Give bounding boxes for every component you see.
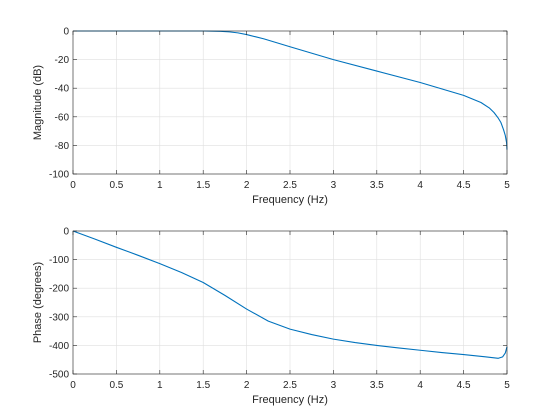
magnitude-xlabel: Frequency (Hz) — [252, 194, 328, 206]
magnitude-ytick-label: -100 — [49, 170, 69, 181]
magnitude-plot: 0 0.5 1 1.5 2 2.5 3 3.5 4 4.5 5 0 -20 -40 -60 -80 -100 Fr… — [32, 27, 510, 207]
phase-xtick-label: 1 — [157, 380, 163, 391]
phase-ylabel: Phase (degrees) — [32, 262, 44, 343]
magnitude-ylabel: Magnitude (dB) — [32, 65, 44, 140]
magnitude-xtick-label: 0 — [70, 180, 76, 191]
phase-xtick-label: 5 — [504, 380, 510, 391]
phase-xtick-label: 3 — [331, 380, 337, 391]
phase-plot: 0 0.5 1 1.5 2 2.5 3 3.5 4 4.5 5 0 -100 -200 -300 -400 -5… — [32, 227, 510, 407]
magnitude-ytick-label: -80 — [55, 141, 70, 152]
phase-xlabel: Frequency (Hz) — [252, 394, 328, 406]
magnitude-xtick-label: 3 — [331, 180, 337, 191]
phase-xtick-label: 1.5 — [196, 380, 210, 391]
phase-xtick-label: 0.5 — [109, 380, 123, 391]
phase-ytick-label: -400 — [49, 341, 69, 352]
phase-ytick-label: -200 — [49, 284, 69, 295]
magnitude-xtick-label: 1 — [157, 180, 163, 191]
magnitude-ytick-label: -20 — [55, 55, 70, 66]
phase-xtick-label: 2.5 — [283, 380, 297, 391]
phase-series-line — [72, 230, 508, 359]
phase-xtick-label: 3.5 — [370, 380, 384, 391]
phase-xtick-label: 4.5 — [457, 380, 471, 391]
magnitude-xtick-label: 0.5 — [109, 180, 123, 191]
magnitude-xtick-label: 3.5 — [370, 180, 384, 191]
magnitude-xtick-label: 4.5 — [457, 180, 471, 191]
magnitude-xtick-label: 4 — [417, 180, 423, 191]
magnitude-ytick-label: 0 — [63, 27, 69, 38]
magnitude-xtick-label: 1.5 — [196, 180, 210, 191]
magnitude-xtick-label: 2.5 — [283, 180, 297, 191]
magnitude-ytick-label: -40 — [55, 84, 70, 95]
phase-xtick-label: 2 — [244, 380, 250, 391]
magnitude-xtick-label: 5 — [504, 180, 510, 191]
phase-xtick-label: 4 — [417, 380, 423, 391]
phase-ytick-label: -500 — [49, 370, 69, 381]
magnitude-xtick-label: 2 — [244, 180, 250, 191]
phase-ytick-label: -100 — [49, 255, 69, 266]
phase-ytick-label: 0 — [63, 227, 69, 238]
magnitude-ytick-label: -60 — [55, 112, 70, 123]
phase-xtick-label: 0 — [70, 380, 76, 391]
phase-ytick-label: -300 — [49, 312, 69, 323]
